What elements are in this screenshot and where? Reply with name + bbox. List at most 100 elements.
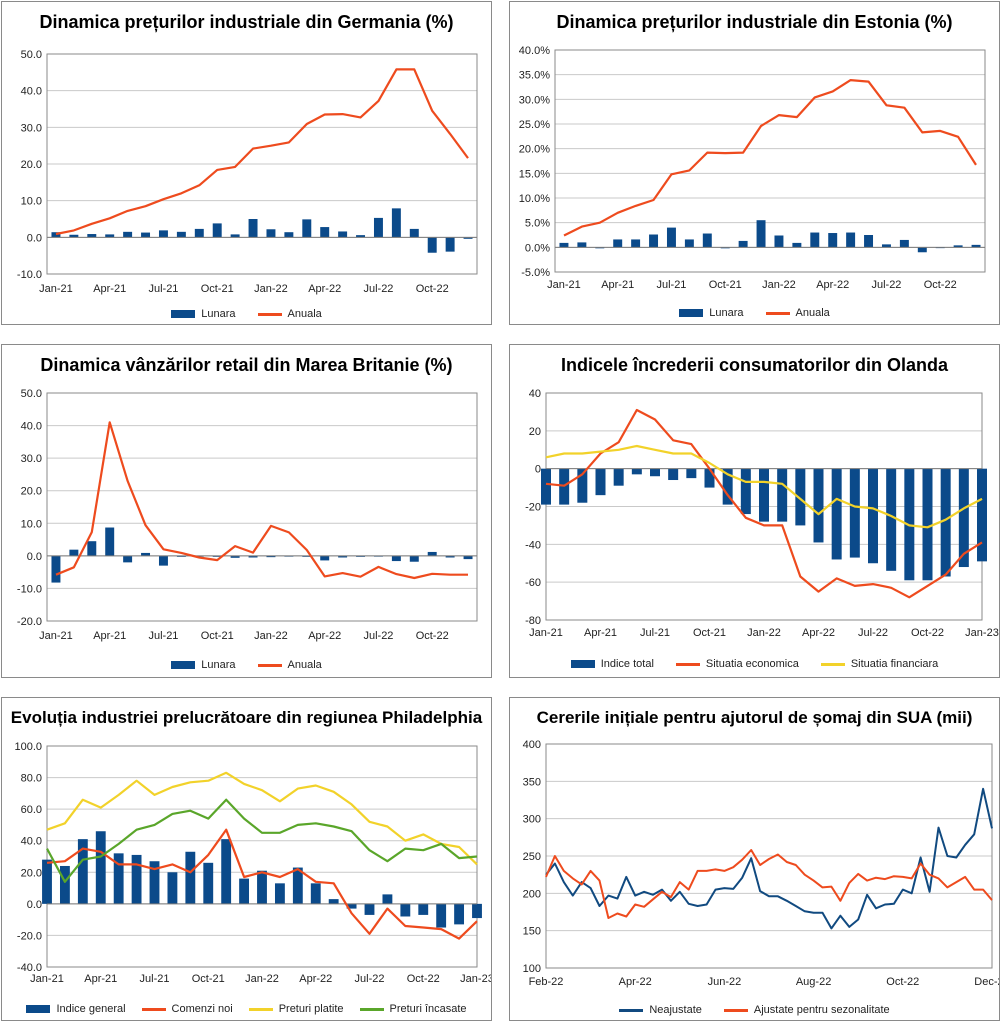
- x-tick-label: Jul-22: [858, 627, 888, 639]
- bar-lunara: [881, 244, 891, 248]
- bar-indice-general: [382, 894, 393, 904]
- bar-lunara: [230, 555, 240, 558]
- plot-area: [554, 49, 986, 273]
- bar-lunara: [105, 527, 115, 556]
- legend-swatch: [248, 1007, 273, 1011]
- bar-lunara: [810, 232, 820, 248]
- x-tick-label: Jan-22: [747, 627, 781, 639]
- x-tick-label: Jun-22: [708, 976, 742, 988]
- y-tick-label: 350: [523, 776, 541, 788]
- bar-indice-general: [418, 903, 429, 915]
- y-tick-label: 0.0%: [525, 242, 550, 254]
- x-tick-label: Apr-22: [802, 627, 835, 639]
- chart-panel-uk: Dinamica vânzărilor retail din Marea Bri…: [1, 344, 492, 678]
- bar-indice-total: [777, 468, 788, 522]
- legend-label: Lunara: [201, 308, 236, 320]
- chart-plot-netherlands: -80 -60 -40 -20 0 20 40 Jan-21 Apr-21 Jul-21 Oct-2…: [525, 388, 999, 639]
- bar-lunara: [774, 235, 784, 248]
- chart-plot-uk: -20.0 -10.0 0.0 10.0 20.0 30.0 40.0 50.0 Jan-21 A…: [17, 388, 478, 642]
- bar-lunara: [917, 247, 927, 253]
- bar-lunara: [631, 239, 641, 248]
- bar-indice-total: [541, 468, 551, 505]
- bar-lunara: [899, 239, 909, 248]
- legend-item: Comenzi noi: [141, 1003, 233, 1015]
- y-tick-label: 20.0: [21, 159, 42, 171]
- bar-indice-general: [454, 903, 465, 925]
- x-tick-label: Feb-22: [529, 976, 564, 988]
- x-tick-label: Apr-21: [601, 279, 634, 291]
- bar-lunara: [864, 235, 874, 248]
- legend-item: Preturi platite: [248, 1003, 344, 1015]
- chart-legend: Indice general Comenzi noi Preturi plati…: [2, 1003, 491, 1015]
- bar-lunara: [266, 555, 276, 558]
- y-tick-label: 100: [523, 963, 541, 975]
- bar-lunara: [194, 228, 204, 238]
- bar-indice-total: [940, 468, 951, 577]
- bar-indice-general: [400, 903, 411, 917]
- plot-area: [46, 392, 478, 622]
- legend-item: Lunara: [171, 308, 236, 320]
- bar-lunara: [284, 232, 294, 238]
- legend-swatch: [723, 1008, 748, 1012]
- y-tick-label: -20.0: [17, 616, 42, 628]
- y-tick-label: 40: [529, 388, 541, 400]
- y-tick-label: 20.0: [21, 867, 42, 879]
- y-tick-label: -10.0: [17, 583, 42, 595]
- bar-indice-general: [42, 859, 52, 904]
- y-tick-label: 100.0: [14, 741, 42, 753]
- bar-lunara: [248, 219, 258, 238]
- chart-plot-usa: 100 150 200 250 300 350 400 Feb-22 Apr-22 Jun-22 A…: [523, 739, 999, 988]
- legend-swatch: [359, 1007, 384, 1011]
- x-tick-label: Jan-21: [529, 627, 563, 639]
- x-tick-label: Oct-21: [693, 627, 726, 639]
- legend-label: Comenzi noi: [171, 1003, 233, 1015]
- x-tick-label: Jan-21: [547, 279, 581, 291]
- bar-lunara: [409, 555, 419, 562]
- legend-item: Lunara: [171, 659, 236, 671]
- bar-lunara: [738, 240, 748, 248]
- bar-lunara: [649, 234, 659, 248]
- y-tick-label: 0: [535, 464, 541, 476]
- chart-plot-germany: -10.0 0.0 10.0 20.0 30.0 40.0 50.0 Jan-21 Apr-21…: [17, 49, 478, 295]
- chart-panel-netherlands: Indicele încrederii consumatorilor din O…: [509, 344, 1000, 678]
- bar-indice-total: [704, 468, 715, 488]
- bar-lunara: [320, 555, 330, 561]
- y-tick-label: 150: [523, 926, 541, 938]
- y-tick-label: 30.0%: [519, 94, 550, 106]
- chart-panel-estonia: Dinamica prețurilor industriale din Esto…: [509, 1, 1000, 325]
- bar-indice-total: [613, 468, 624, 486]
- bar-lunara: [756, 220, 766, 248]
- bar-indice-general: [203, 862, 214, 904]
- y-tick-label: 15.0%: [519, 168, 550, 180]
- chart-plot-estonia: -5.0% 0.0% 5.0% 10.0% 15.0% 20.0% 25.0% 30.0% 35…: [519, 45, 986, 291]
- bar-indice-general: [328, 899, 339, 904]
- bar-indice-general: [95, 831, 106, 904]
- legend-label: Indice total: [600, 658, 654, 670]
- y-tick-label: 50.0: [21, 49, 42, 61]
- bar-lunara: [141, 232, 151, 238]
- y-tick-label: 25.0%: [519, 119, 550, 131]
- x-tick-label: Oct-22: [416, 283, 449, 295]
- y-tick-label: 200: [523, 888, 541, 900]
- legend-swatch: [26, 1005, 51, 1013]
- x-tick-label: Dec-22: [974, 976, 999, 988]
- legend-swatch: [257, 312, 282, 316]
- legend-label: Anuala: [795, 307, 830, 319]
- y-tick-label: 20.0%: [519, 144, 550, 156]
- x-tick-label: Oct-21: [201, 283, 234, 295]
- x-tick-label: Jul-21: [148, 630, 178, 642]
- bar-indice-total: [886, 468, 897, 571]
- chart-title: Dinamica prețurilor industriale din Germ…: [39, 12, 454, 32]
- y-tick-label: 60.0: [21, 804, 42, 816]
- legend-item: Ajustate pentru sezonalitate: [723, 1004, 890, 1016]
- chart-title: Dinamica vânzărilor retail din Marea Bri…: [40, 355, 453, 375]
- bar-indice-total: [977, 468, 987, 562]
- x-tick-label: Apr-22: [308, 630, 341, 642]
- bar-lunara: [266, 229, 276, 238]
- x-tick-label: Aug-22: [796, 976, 831, 988]
- x-tick-label: Jul-22: [871, 279, 901, 291]
- chart-legend: Neajustate Ajustate pentru sezonalitate: [510, 1004, 999, 1016]
- bar-indice-general: [59, 865, 70, 904]
- legend-swatch: [171, 310, 196, 318]
- bar-lunara: [373, 217, 383, 238]
